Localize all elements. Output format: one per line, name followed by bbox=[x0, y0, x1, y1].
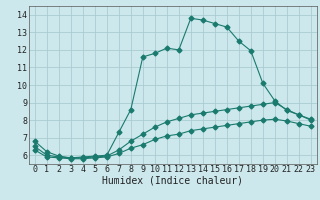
X-axis label: Humidex (Indice chaleur): Humidex (Indice chaleur) bbox=[102, 176, 243, 186]
